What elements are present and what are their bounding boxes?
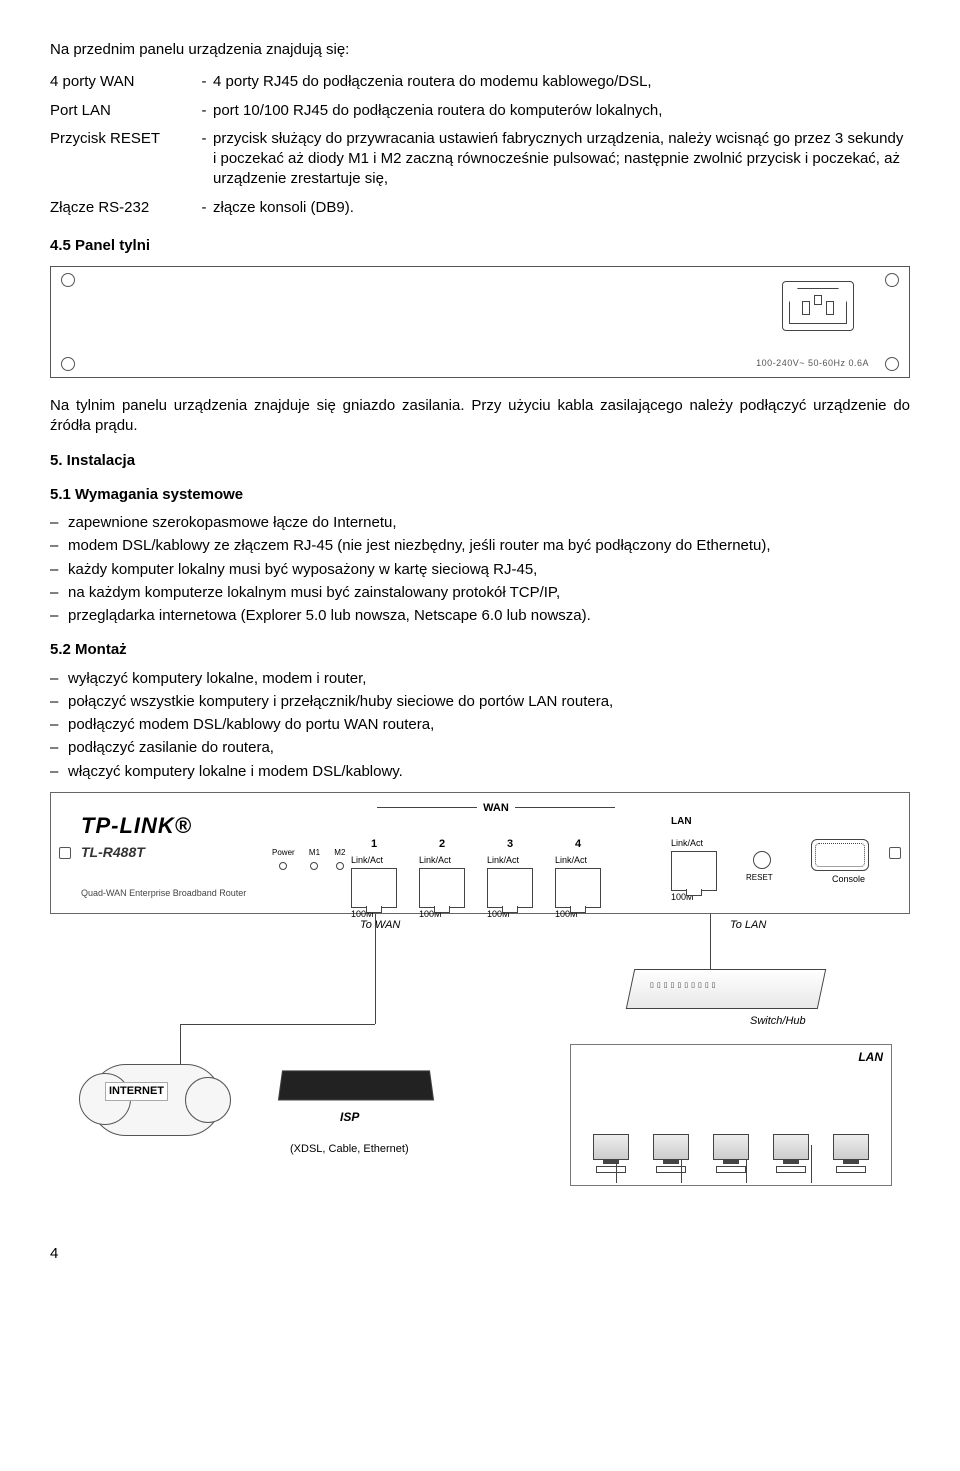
- pc-icon: [591, 1134, 631, 1173]
- led-label: Link/Act: [671, 837, 703, 849]
- screw-icon: [61, 357, 75, 371]
- reset-button-icon: [753, 851, 771, 869]
- list-item: połączyć wszystkie komputery i przełączn…: [50, 692, 910, 712]
- rj45-port-icon: [555, 868, 601, 908]
- list-item: każdy komputer lokalny musi być wyposażo…: [50, 560, 910, 580]
- section-5-2-heading: 5.2 Montaż: [50, 640, 910, 660]
- rear-panel-diagram: 100-240V~ 50-60Hz 0.6A: [50, 266, 910, 378]
- connector-line: [180, 1024, 375, 1025]
- def-desc: 4 porty RJ45 do podłączenia routera do m…: [213, 68, 910, 96]
- screw-icon: [885, 273, 899, 287]
- to-lan-label: To LAN: [730, 918, 766, 933]
- power-rating-label: 100-240V~ 50-60Hz 0.6A: [756, 357, 869, 369]
- list-item: podłączyć zasilanie do routera,: [50, 738, 910, 758]
- power-socket-icon: [782, 281, 854, 331]
- rj45-port-icon: [351, 868, 397, 908]
- lan-group-title: LAN: [671, 815, 692, 829]
- list-item: włączyć komputery lokalne i modem DSL/ka…: [50, 762, 910, 782]
- port-number: 3: [487, 837, 533, 852]
- connection-diagram: To WAN To LAN ▯▯▯▯▯▯▯▯▯▯ Switch/Hub ISP …: [50, 914, 910, 1214]
- internet-label: INTERNET: [105, 1082, 168, 1101]
- lan-port: Link/Act100M: [671, 837, 717, 905]
- rj45-port-icon: [419, 868, 465, 908]
- screw-icon: [59, 847, 71, 859]
- list-item: wyłączyć komputery lokalne, modem i rout…: [50, 669, 910, 689]
- port-number: 1: [351, 837, 397, 852]
- def-term: Złącze RS-232: [50, 194, 195, 222]
- console-label: Console: [832, 873, 865, 885]
- connector-line: [710, 914, 711, 969]
- led-label: Link/Act: [419, 854, 451, 866]
- mount-list: wyłączyć komputery lokalne, modem i rout…: [50, 669, 910, 782]
- list-item: modem DSL/kablowy ze złączem RJ-45 (nie …: [50, 536, 910, 556]
- screw-icon: [885, 357, 899, 371]
- isp-sublabel: (XDSL, Cable, Ethernet): [290, 1142, 409, 1157]
- section-4-5-heading: 4.5 Panel tylni: [50, 236, 910, 256]
- connector-line: [375, 914, 376, 1024]
- def-term: 4 porty WAN: [50, 68, 195, 96]
- dash: -: [195, 68, 213, 96]
- port-number: 4: [555, 837, 601, 852]
- dash: -: [195, 97, 213, 125]
- list-item: podłączyć modem DSL/kablowy do portu WAN…: [50, 715, 910, 735]
- list-item: zapewnione szerokopasmowe łącze do Inter…: [50, 513, 910, 533]
- lan-box-label: LAN: [858, 1049, 883, 1065]
- wan-ports: 1Link/Act100M 2Link/Act100M 3Link/Act100…: [351, 837, 601, 922]
- dash: -: [195, 194, 213, 222]
- led-label: Link/Act: [487, 854, 519, 866]
- model-label: TL-R488T: [81, 843, 145, 862]
- def-term: Port LAN: [50, 97, 195, 125]
- page-number: 4: [50, 1244, 910, 1264]
- list-item: na każdym komputerze lokalnym musi być z…: [50, 583, 910, 603]
- console-port-icon: [811, 839, 869, 871]
- led-label: Link/Act: [351, 854, 383, 866]
- led-label: Power: [272, 848, 295, 859]
- intro-text: Na przednim panelu urządzenia znajdują s…: [50, 40, 910, 60]
- pc-icon: [651, 1134, 691, 1173]
- brand-logo: TP-LINK®: [81, 811, 192, 841]
- def-desc: przycisk służący do przywracania ustawie…: [213, 125, 910, 194]
- pc-icon: [831, 1134, 871, 1173]
- isp-modem-icon: [278, 1070, 434, 1100]
- pc-icon: [711, 1134, 751, 1173]
- pc-icon: [771, 1134, 811, 1173]
- dash: -: [195, 125, 213, 194]
- led-label: Link/Act: [555, 854, 587, 866]
- def-desc: port 10/100 RJ45 do podłączenia routera …: [213, 97, 910, 125]
- screw-icon: [61, 273, 75, 287]
- screw-icon: [889, 847, 901, 859]
- switch-ports-icon: ▯▯▯▯▯▯▯▯▯▯: [650, 981, 719, 990]
- definitions-table: 4 porty WAN - 4 porty RJ45 do podłączeni…: [50, 68, 910, 222]
- def-desc: złącze konsoli (DB9).: [213, 194, 910, 222]
- led-block: Power M1 M2: [266, 848, 351, 873]
- led-label: M2: [334, 848, 345, 859]
- led-label: M1: [309, 848, 320, 859]
- section-5-1-heading: 5.1 Wymagania systemowe: [50, 485, 910, 505]
- rear-panel-paragraph: Na tylnim panelu urządzenia znajduje się…: [50, 396, 910, 437]
- front-panel-diagram: TP-LINK® TL-R488T Quad-WAN Enterprise Br…: [50, 792, 910, 914]
- model-subtitle: Quad-WAN Enterprise Broadband Router: [81, 887, 246, 899]
- reset-label: RESET: [746, 873, 773, 884]
- list-item: przeglądarka internetowa (Explorer 5.0 l…: [50, 606, 910, 626]
- requirements-list: zapewnione szerokopasmowe łącze do Inter…: [50, 513, 910, 626]
- lan-box: LAN: [570, 1044, 892, 1186]
- isp-label: ISP: [340, 1109, 359, 1125]
- switch-label: Switch/Hub: [750, 1014, 806, 1029]
- wan-group-title: WAN: [351, 801, 641, 816]
- section-5-heading: 5. Instalacja: [50, 451, 910, 471]
- rj45-port-icon: [487, 868, 533, 908]
- port-number: 2: [419, 837, 465, 852]
- def-term: Przycisk RESET: [50, 125, 195, 194]
- to-wan-label: To WAN: [360, 918, 400, 933]
- rj45-port-icon: [671, 851, 717, 891]
